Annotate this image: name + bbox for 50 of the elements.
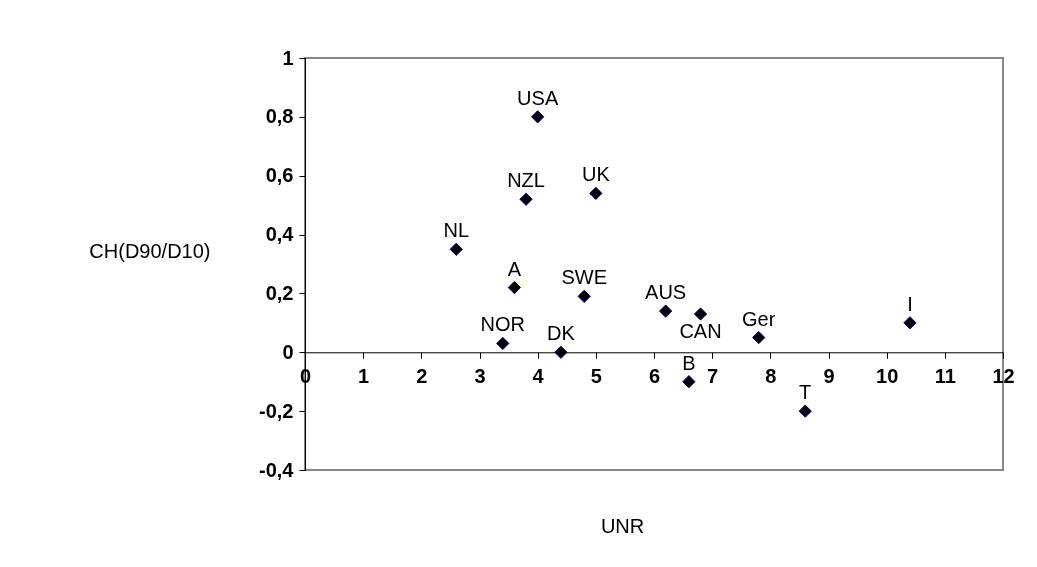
point [752, 330, 766, 345]
point [577, 289, 591, 303]
point [659, 304, 673, 318]
annotation: NL [443, 219, 470, 242]
x-tick-label: 1 [358, 364, 370, 387]
y-tick-label: 0,6 [265, 164, 294, 187]
x-axis-title: UNR [600, 515, 645, 537]
y-tick-label: 1 [282, 46, 294, 69]
x-tick-label: 9 [823, 364, 835, 387]
x-tick-label: 6 [648, 364, 661, 387]
annotation: SWE [561, 266, 607, 289]
y-tick-label: 0,2 [265, 281, 294, 304]
x-tick-label: 10 [876, 364, 899, 387]
annotation: UK [581, 163, 611, 186]
point [589, 186, 603, 200]
annotation: USA [517, 86, 559, 109]
y-tick-label: -0,4 [259, 458, 295, 481]
annotation: Ger [742, 307, 776, 330]
point [496, 336, 510, 351]
point [531, 110, 545, 124]
x-tick-label: 2 [416, 364, 428, 387]
x-tick-label: 4 [532, 364, 545, 387]
x-tick-label: 8 [765, 364, 777, 387]
x-tick-label: 7 [707, 364, 719, 387]
annotation: NOR [480, 313, 525, 336]
x-tick-label: 12 [992, 364, 1015, 387]
annotation: NZL [507, 169, 545, 192]
annotation: DK [547, 322, 576, 345]
y-tick-label: -0,2 [259, 399, 294, 422]
point [903, 316, 917, 330]
x-tick-label: 11 [934, 364, 956, 387]
annotation: B [682, 351, 696, 374]
annotation: T [799, 381, 812, 404]
annotation: AUS [645, 281, 687, 304]
annotation: A [507, 257, 522, 280]
point [693, 307, 708, 321]
annotation: I [907, 292, 913, 315]
y-tick-label: 0 [282, 340, 294, 363]
point [682, 375, 696, 389]
x-tick-label: 3 [474, 364, 486, 387]
point [507, 280, 522, 295]
y-tick-label: 0,4 [265, 223, 295, 246]
point [519, 192, 533, 206]
y-tick-label: 0,8 [265, 105, 294, 128]
point [449, 242, 463, 256]
annotation: CAN [679, 320, 722, 343]
point [798, 404, 812, 418]
x-tick-label: 5 [590, 364, 602, 387]
y-axis-title: CH(D90/D10) [89, 240, 211, 263]
point [554, 345, 568, 359]
